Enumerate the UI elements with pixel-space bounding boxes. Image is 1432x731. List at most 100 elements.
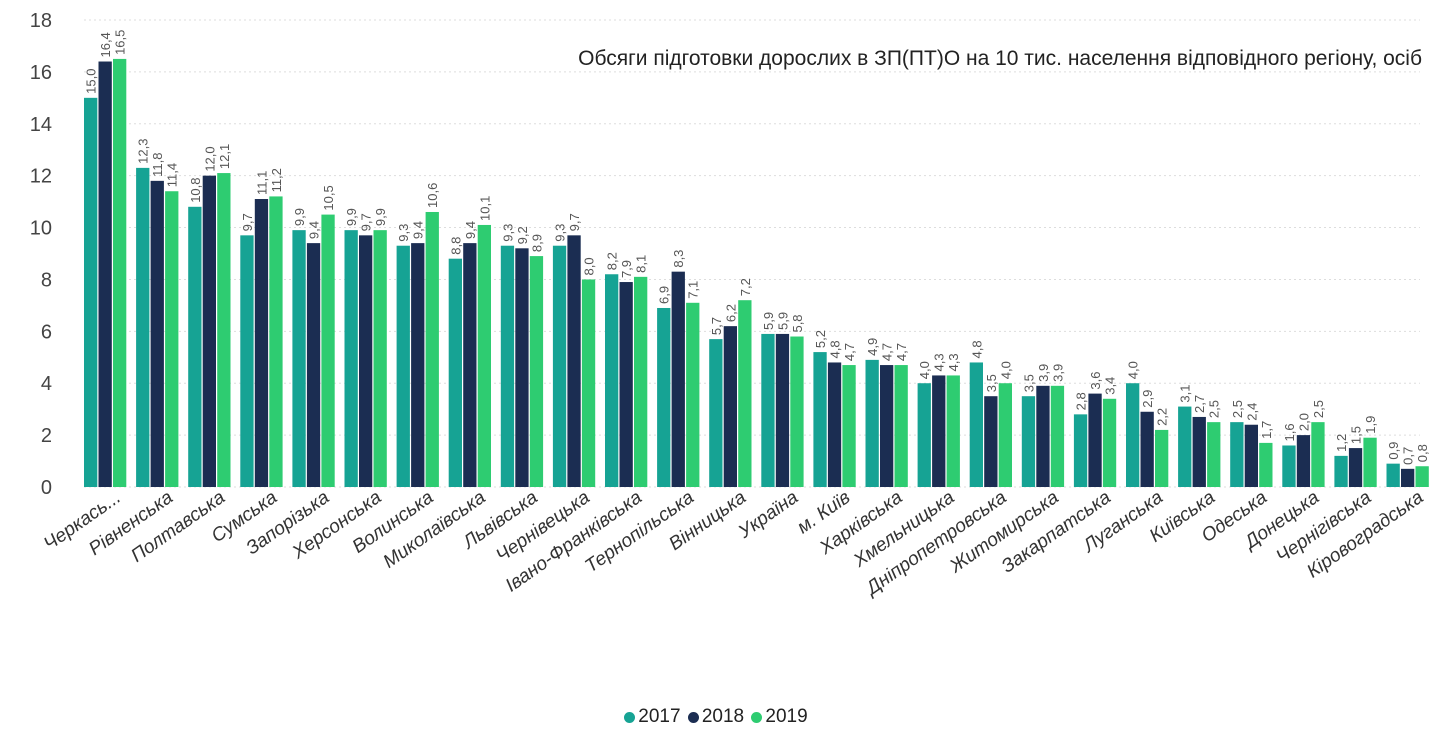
bar-2017[interactable] xyxy=(1126,383,1140,487)
legend-item-2019[interactable]: 2019 xyxy=(751,706,808,728)
bar-2018[interactable] xyxy=(880,365,894,487)
bar-2019[interactable] xyxy=(998,383,1012,487)
bar-2017[interactable] xyxy=(605,274,619,487)
bar-2019[interactable] xyxy=(269,196,283,487)
bar-2017[interactable] xyxy=(136,167,150,487)
bar-2019[interactable] xyxy=(1155,429,1169,487)
bar-2019[interactable] xyxy=(946,375,960,487)
bar-2017[interactable] xyxy=(969,362,983,487)
bar-2017[interactable] xyxy=(1282,445,1296,487)
data-label: 10,1 xyxy=(477,196,492,221)
bar-2018[interactable] xyxy=(1140,411,1154,487)
bar-2019[interactable] xyxy=(373,230,387,487)
y-tick-label: 2 xyxy=(41,425,52,447)
y-tick-label: 16 xyxy=(30,62,52,84)
bar-2017[interactable] xyxy=(396,245,410,487)
bar-2018[interactable] xyxy=(254,199,269,487)
data-label: 9,4 xyxy=(463,221,478,239)
bar-2017[interactable] xyxy=(761,333,775,487)
bar-2017[interactable] xyxy=(1386,463,1400,487)
bar-2018[interactable] xyxy=(150,180,164,487)
bar-2018[interactable] xyxy=(932,375,946,487)
legend-label-2017: 2017 xyxy=(638,706,681,727)
bar-2018[interactable] xyxy=(98,61,112,488)
bar-2019[interactable] xyxy=(217,173,231,488)
y-tick-label: 14 xyxy=(30,114,52,136)
data-label: 15,0 xyxy=(84,69,99,94)
bar-2019[interactable] xyxy=(842,365,856,487)
bar-2019[interactable] xyxy=(321,214,335,488)
bar-2019[interactable] xyxy=(738,300,752,487)
bar-2019[interactable] xyxy=(581,279,596,487)
bar-2019[interactable] xyxy=(1207,422,1221,487)
bar-2018[interactable] xyxy=(775,333,790,487)
bar-2017[interactable] xyxy=(188,206,202,488)
bar-2017[interactable] xyxy=(344,230,358,487)
data-label: 2,4 xyxy=(1244,403,1259,421)
bar-2017[interactable] xyxy=(1073,414,1088,487)
data-label: 8,3 xyxy=(671,250,686,268)
data-label: 4,7 xyxy=(880,343,895,361)
bar-2018[interactable] xyxy=(619,282,633,487)
bar-2019[interactable] xyxy=(477,224,491,487)
bar-2018[interactable] xyxy=(827,362,842,487)
data-label: 4,8 xyxy=(969,340,984,358)
bar-2018[interactable] xyxy=(567,235,581,487)
bar-2017[interactable] xyxy=(500,245,515,487)
bar-2017[interactable] xyxy=(813,352,827,487)
bar-2017[interactable] xyxy=(1021,396,1036,487)
bar-2018[interactable] xyxy=(1401,468,1415,487)
bar-2019[interactable] xyxy=(1363,437,1377,487)
legend-item-2017[interactable]: 2017 xyxy=(624,706,681,728)
bar-2017[interactable] xyxy=(1230,422,1244,487)
bar-2017[interactable] xyxy=(292,230,306,487)
bar-2018[interactable] xyxy=(671,271,685,487)
data-label: 12,3 xyxy=(136,139,151,164)
bar-2019[interactable] xyxy=(790,336,804,487)
bar-2017[interactable] xyxy=(240,235,254,487)
bar-2019[interactable] xyxy=(634,276,648,487)
bar-2018[interactable] xyxy=(1036,385,1050,487)
bar-2019[interactable] xyxy=(1050,385,1065,487)
bar-2018[interactable] xyxy=(463,243,477,487)
bar-2017[interactable] xyxy=(865,359,879,487)
bar-2018[interactable] xyxy=(1192,416,1206,487)
bar-2017[interactable] xyxy=(657,307,671,487)
data-label: 2,2 xyxy=(1155,408,1170,426)
bar-2017[interactable] xyxy=(1334,455,1348,487)
bar-2019[interactable] xyxy=(1311,422,1325,487)
bar-2018[interactable] xyxy=(1296,435,1311,487)
data-label: 4,7 xyxy=(894,343,909,361)
bar-2019[interactable] xyxy=(686,302,700,487)
bar-2019[interactable] xyxy=(529,256,544,487)
bar-2018[interactable] xyxy=(411,243,425,487)
bar-2018[interactable] xyxy=(984,396,998,487)
legend-item-2018[interactable]: 2018 xyxy=(687,706,744,728)
bar-2017[interactable] xyxy=(552,245,567,487)
bar-2017[interactable] xyxy=(709,339,723,487)
bar-2019[interactable] xyxy=(894,365,908,487)
bar-2017[interactable] xyxy=(1178,406,1192,487)
bar-2018[interactable] xyxy=(723,326,737,487)
bar-2019[interactable] xyxy=(113,58,127,488)
data-label: 9,9 xyxy=(344,208,359,226)
data-label: 11,2 xyxy=(269,168,284,192)
bar-2018[interactable] xyxy=(515,248,529,487)
bar-2018[interactable] xyxy=(359,235,373,487)
bar-2019[interactable] xyxy=(425,211,439,487)
bar-2018[interactable] xyxy=(1088,393,1102,487)
bar-2019[interactable] xyxy=(1102,398,1117,487)
data-label: 2,5 xyxy=(1207,400,1222,418)
bar-2017[interactable] xyxy=(448,258,462,487)
data-label: 7,9 xyxy=(619,260,634,278)
bar-2018[interactable] xyxy=(1348,448,1363,487)
bar-2019[interactable] xyxy=(165,191,179,487)
bar-2019[interactable] xyxy=(1415,466,1429,487)
bar-2017[interactable] xyxy=(917,383,931,487)
bar-2019[interactable] xyxy=(1259,442,1273,487)
bar-2018[interactable] xyxy=(202,175,216,487)
bar-2018[interactable] xyxy=(306,243,321,487)
data-label: 9,3 xyxy=(500,224,515,242)
bar-2018[interactable] xyxy=(1244,424,1258,487)
bar-2017[interactable] xyxy=(84,97,98,487)
